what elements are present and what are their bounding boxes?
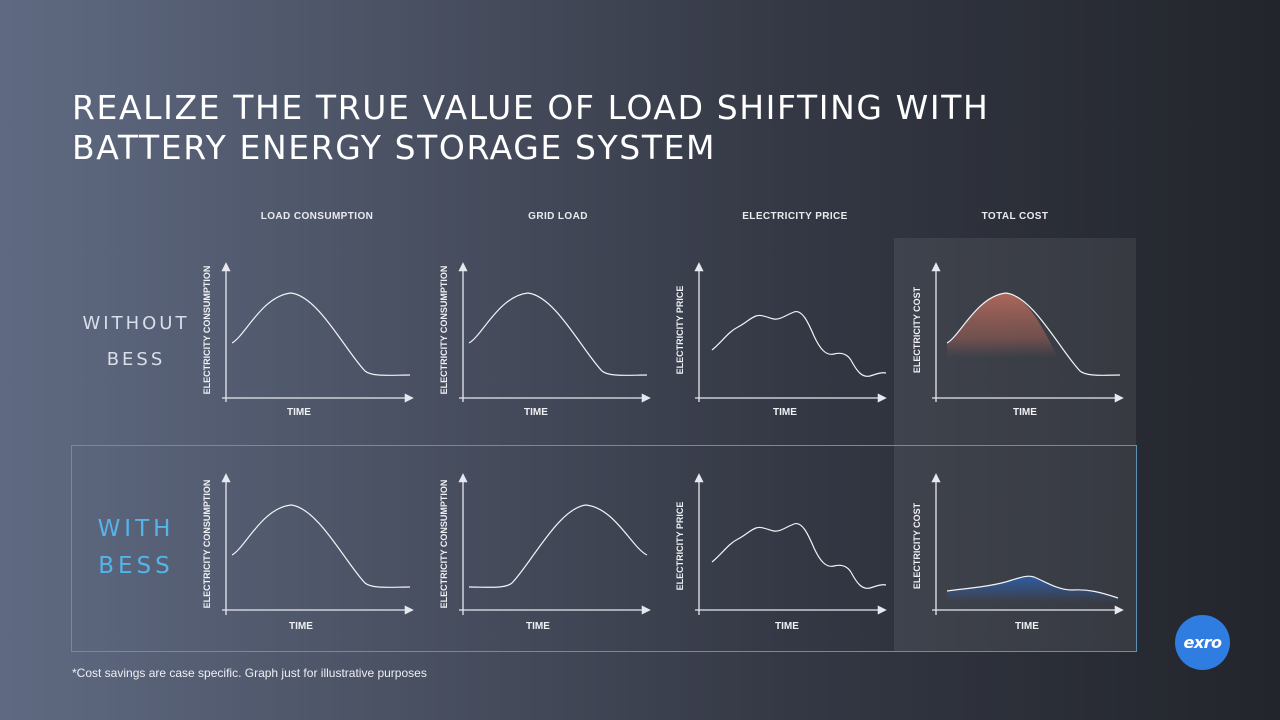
x-axis-label: TIME [287,407,311,418]
graph-with-price: ELECTRICITY PRICE TIME [675,473,887,632]
graph-without-load: ELECTRICITY CONSUMPTION TIME [202,262,414,418]
grid-load-curve [468,292,648,376]
graph-with-grid: ELECTRICITY CONSUMPTION TIME [439,473,651,632]
graph-without-price: ELECTRICITY PRICE TIME [675,262,887,418]
logo-text: exro [1183,633,1222,652]
row-label-with-line2: BESS [98,553,174,579]
with-bess-row-box [71,445,1137,652]
cost-area-fill [947,293,1058,358]
x-axis-label: TIME [773,407,797,418]
y-axis-label: ELECTRICITY CONSUMPTION [202,266,212,395]
slide-title: REALIZE THE TRUE VALUE OF LOAD SHIFTING … [72,88,1112,168]
graph-without-grid: ELECTRICITY CONSUMPTION TIME [439,262,651,418]
row-label-without-line2: BESS [106,349,166,370]
row-label-with-bess: WITH BESS [71,511,201,585]
shifted-grid-load-curve [468,504,648,588]
column-header-electricity-price: ELECTRICITY PRICE [742,211,848,222]
graph-with-cost: ELECTRICITY COST TIME [912,473,1124,632]
x-axis-label: TIME [524,407,548,418]
x-axis-label: TIME [775,621,799,632]
cost-curve [946,575,1119,599]
graph-with-load: ELECTRICITY CONSUMPTION TIME [202,473,414,632]
y-axis-label: ELECTRICITY CONSUMPTION [202,480,212,609]
column-header-grid-load: GRID LOAD [528,211,588,222]
load-curve [231,504,411,588]
x-axis-label: TIME [1013,407,1037,418]
cost-curve [946,292,1121,376]
price-curve [711,523,887,589]
title-line-2: BATTERY ENERGY STORAGE SYSTEM [72,128,717,167]
title-line-1: REALIZE THE TRUE VALUE OF LOAD SHIFTING … [72,88,990,127]
x-axis-label: TIME [1015,621,1039,632]
cost-area-fill [947,576,1118,602]
column-header-load-consumption: LOAD CONSUMPTION [260,211,374,222]
y-axis-label: ELECTRICITY PRICE [675,502,685,591]
footnote: *Cost savings are case specific. Graph j… [72,666,427,680]
y-axis-label: ELECTRICITY PRICE [675,286,685,375]
row-label-with-line1: WITH [97,516,175,542]
y-axis-label: ELECTRICITY CONSUMPTION [439,266,449,395]
graph-without-cost: ELECTRICITY COST TIME [912,262,1124,418]
x-axis-label: TIME [526,621,550,632]
load-curve [231,292,411,376]
y-axis-label: ELECTRICITY COST [912,502,922,589]
exro-logo: exro [1175,615,1230,670]
y-axis-label: ELECTRICITY COST [912,286,922,373]
row-label-without-bess: WITHOUT BESS [71,306,201,378]
x-axis-label: TIME [289,621,313,632]
row-label-without-line1: WITHOUT [82,313,190,334]
column-header-total-cost: TOTAL COST [981,211,1049,222]
y-axis-label: ELECTRICITY CONSUMPTION [439,480,449,609]
price-curve [711,311,887,377]
